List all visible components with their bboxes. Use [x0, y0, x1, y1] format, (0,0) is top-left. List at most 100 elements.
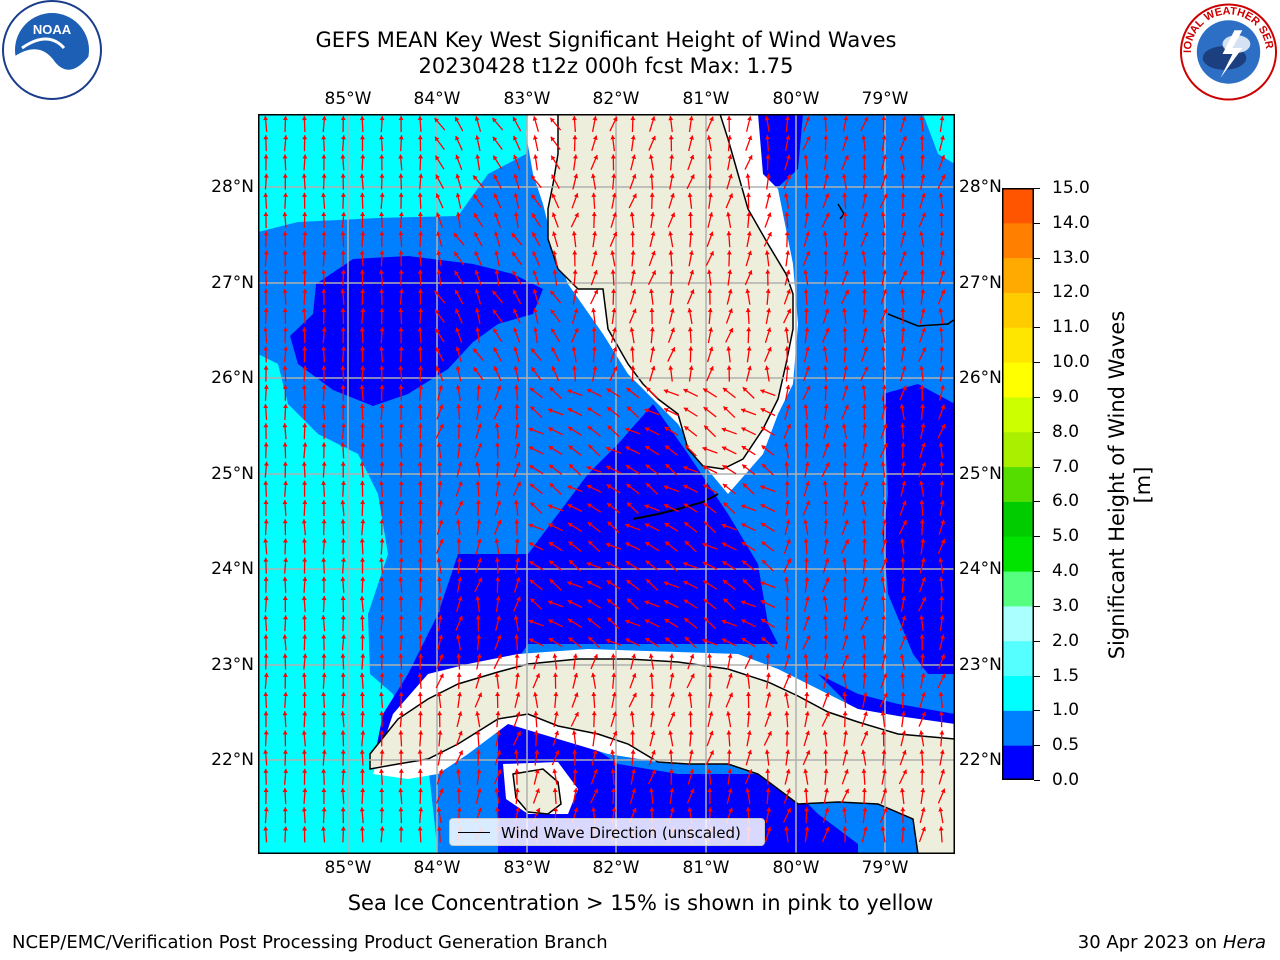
lat-tick-left: 22°N — [211, 750, 254, 770]
wind-wave-arrowhead — [456, 423, 462, 428]
wind-wave-arrowhead — [612, 346, 618, 352]
wind-wave-arrowhead — [784, 461, 790, 466]
wind-wave-arrowhead — [630, 749, 636, 754]
colorbar-tick: 2.0 — [1052, 630, 1080, 651]
wind-wave-arrowhead — [592, 250, 598, 256]
wind-wave-arrowhead — [549, 387, 555, 392]
wind-wave-arrowhead — [844, 270, 849, 275]
colorbar-segment — [1002, 640, 1034, 677]
wind-wave-arrowhead — [784, 730, 790, 735]
wind-wave-arrowhead — [803, 672, 809, 677]
wind-wave-arrowhead — [902, 270, 907, 276]
wind-wave-arrowhead — [418, 576, 424, 581]
wind-wave-arrowhead — [880, 461, 886, 466]
wind-wave-arrowhead — [822, 615, 828, 620]
wind-wave-arrowhead — [631, 269, 636, 275]
wind-wave-arrowhead — [340, 576, 346, 581]
wind-wave-arrowhead — [398, 615, 404, 620]
wind-wave-arrowhead — [360, 557, 365, 562]
wind-wave-arrowhead — [607, 407, 612, 412]
wind-wave-arrowhead — [398, 135, 404, 140]
wind-wave-arrowhead — [476, 519, 482, 524]
wind-wave-arrowhead — [340, 788, 346, 793]
wind-wave-arrowhead — [766, 807, 772, 812]
wind-wave-arrowhead — [644, 408, 650, 413]
wind-wave-arrowhead — [728, 807, 733, 813]
wind-wave-arrowhead — [282, 365, 288, 370]
wind-wave-arrowhead — [302, 788, 308, 793]
wind-wave-arrowhead — [302, 768, 308, 773]
wind-wave-arrowhead — [823, 519, 829, 524]
wind-wave-arrowhead — [475, 461, 481, 467]
lat-tick-right: 26°N — [959, 368, 1002, 388]
wind-wave-arrowhead — [742, 464, 747, 470]
wind-wave-arrowhead — [900, 826, 906, 831]
wind-wave-arrowhead — [548, 523, 554, 528]
wind-wave-arrowhead — [572, 365, 578, 370]
wind-wave-arrowhead — [900, 692, 906, 697]
wind-wave-arrowhead — [723, 502, 729, 508]
wind-wave-arrowhead — [398, 807, 404, 812]
wind-wave-arrowhead — [630, 365, 636, 370]
wind-wave-arrowhead — [722, 542, 727, 547]
wind-wave-arrowhead — [668, 730, 674, 735]
wind-wave-arrowhead — [587, 503, 593, 509]
wind-wave-arrowhead — [940, 519, 946, 525]
wind-wave-arrowhead — [919, 250, 925, 255]
wind-wave-arrowhead — [861, 749, 867, 755]
wind-wave-arrowhead — [475, 308, 480, 313]
wind-wave-arrowhead — [263, 826, 269, 831]
wind-wave-arrowhead — [456, 807, 462, 812]
wind-wave-arrowhead — [551, 155, 556, 161]
colorbar-tick-mark — [1034, 780, 1040, 781]
wind-wave-arrowhead — [630, 231, 636, 236]
wind-wave-arrowhead — [649, 807, 655, 812]
wind-wave-arrowhead — [302, 135, 308, 140]
wind-wave-arrowhead — [458, 500, 464, 506]
wind-wave-arrowhead — [683, 388, 689, 394]
colorbar-tick: 3.0 — [1052, 595, 1080, 616]
wind-wave-arrowhead — [822, 596, 828, 601]
wind-wave-arrowhead — [529, 446, 534, 451]
wind-wave-arrowhead — [761, 426, 766, 432]
wind-wave-arrowhead — [765, 269, 771, 274]
wind-wave-arrowhead — [785, 769, 791, 774]
wind-wave-arrowhead — [515, 442, 521, 448]
wind-wave-arrowhead — [689, 269, 695, 275]
wind-wave-arrowhead — [321, 653, 327, 658]
wind-wave-arrowhead — [669, 308, 675, 313]
wind-wave-arrowhead — [823, 404, 829, 409]
colorbar-tick-mark — [1034, 710, 1040, 712]
wind-wave-arrowhead — [593, 155, 598, 160]
colorbar-segment — [1002, 257, 1034, 293]
wind-wave-arrowhead — [551, 328, 556, 334]
wind-wave-arrowhead — [784, 116, 790, 121]
wind-wave-arrowhead — [572, 250, 578, 255]
lon-tick-top: 81°W — [682, 89, 730, 109]
wind-wave-arrowhead — [455, 192, 461, 198]
wind-wave-arrowhead — [629, 346, 635, 351]
wind-wave-arrowhead — [664, 503, 669, 509]
wind-wave-arrowhead — [360, 442, 366, 447]
wind-wave-arrowhead — [842, 308, 847, 313]
colorbar-tick-mark — [1034, 327, 1040, 329]
wind-wave-arrowhead — [593, 769, 598, 774]
wind-wave-arrowhead — [302, 231, 308, 236]
colorbar-tick: 4.0 — [1052, 561, 1080, 582]
wind-wave-arrowhead — [283, 768, 289, 774]
wind-wave-arrowhead — [475, 730, 481, 735]
wind-wave-arrowhead — [321, 212, 327, 217]
wind-wave-arrowhead — [398, 768, 404, 773]
wind-wave-arrowhead — [379, 135, 385, 140]
wind-wave-arrowhead — [803, 173, 809, 178]
wind-wave-arrowhead — [706, 768, 712, 774]
wind-wave-arrowhead — [687, 308, 693, 313]
wind-wave-arrowhead — [668, 269, 674, 274]
colorbar-tick: 15.0 — [1052, 178, 1090, 198]
wind-wave-arrowhead — [650, 346, 656, 351]
wind-wave-arrowhead — [398, 250, 404, 255]
wind-wave-arrowhead — [438, 519, 444, 525]
wind-wave-arrowhead — [535, 788, 540, 794]
wind-wave-arrowhead — [644, 504, 650, 509]
wind-wave-arrowhead — [340, 672, 346, 677]
